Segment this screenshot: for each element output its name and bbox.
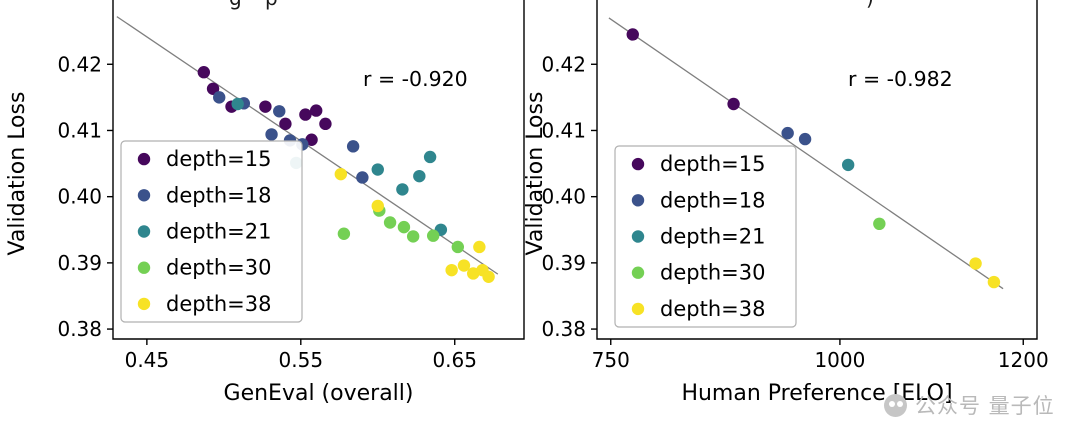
data-point-depth=15 xyxy=(626,28,639,41)
legend-marker-depth=30 xyxy=(137,261,151,274)
data-point-depth=38 xyxy=(969,257,982,270)
data-point-depth=30 xyxy=(337,227,351,240)
y-tick-label: 0.42 xyxy=(57,52,102,76)
legend-label-depth=18: depth=18 xyxy=(166,183,271,207)
legend-box xyxy=(120,140,303,323)
qbitai-logo-icon xyxy=(884,393,907,417)
data-point-depth=15 xyxy=(319,117,332,131)
legend-marker-depth=21 xyxy=(137,225,151,238)
legend-marker-depth=30 xyxy=(631,266,645,279)
legend-marker-depth=38 xyxy=(631,302,645,316)
x-tick-label: 1200 xyxy=(998,348,1049,372)
data-point-depth=18 xyxy=(213,91,226,104)
legend-marker-depth=15 xyxy=(631,157,645,171)
data-point-depth=30 xyxy=(406,230,420,243)
legend-marker-depth=18 xyxy=(137,189,151,202)
x-tick-label: 0.55 xyxy=(279,348,324,372)
data-point-depth=18 xyxy=(356,171,369,184)
legend-label-depth=15: depth=15 xyxy=(660,152,765,176)
data-point-depth=21 xyxy=(841,158,855,172)
data-point-depth=30 xyxy=(397,220,411,234)
data-point-depth=38 xyxy=(457,259,471,272)
data-point-depth=38 xyxy=(371,199,384,213)
y-tick-label: 0.38 xyxy=(57,317,102,341)
data-point-depth=21 xyxy=(423,150,437,164)
y-tick-label: 0.40 xyxy=(541,185,586,209)
scatter-plot-geneval: 0.45 0.55 0.65 0.38 0.39 0.40 0.41 0.42 r = -0.9… xyxy=(5,0,525,406)
y-tick-label: 0.39 xyxy=(57,251,102,275)
data-point-depth=30 xyxy=(873,217,886,231)
data-point-depth=38 xyxy=(445,263,458,277)
y-tick-label: 0.40 xyxy=(57,185,102,209)
legend-label-depth=30: depth=30 xyxy=(660,261,765,285)
y-tick-label: 0.38 xyxy=(541,317,586,341)
data-point-depth=18 xyxy=(346,140,360,153)
legend-label-depth=21: depth=21 xyxy=(660,225,765,249)
data-point-depth=18 xyxy=(265,128,278,141)
data-point-depth=18 xyxy=(781,126,794,140)
x-tick-label: 1000 xyxy=(814,348,865,372)
axes-spines xyxy=(596,0,1038,340)
data-point-depth=15 xyxy=(727,97,740,111)
cropped-title-fragment: g xyxy=(229,0,242,10)
y-tick-label: 0.41 xyxy=(57,118,102,142)
cropped-title-fragment: p xyxy=(265,0,278,10)
legend-label-depth=30: depth=30 xyxy=(166,256,271,280)
legend-marker-depth=38 xyxy=(137,297,151,311)
legend-label-depth=21: depth=21 xyxy=(166,220,271,244)
scatter-plot-elo: 750 1000 1200 0.38 0.39 0.40 0.41 0.42 r = -0.98… xyxy=(523,0,1049,406)
x-tick-label: 0.65 xyxy=(432,348,477,372)
data-point-depth=15 xyxy=(206,82,220,95)
data-point-depth=38 xyxy=(482,270,495,283)
y-tick-label: 0.39 xyxy=(541,251,586,275)
x-tick-label: 0.45 xyxy=(125,348,170,372)
legend-marker-depth=15 xyxy=(137,152,151,166)
data-point-depth=21 xyxy=(231,97,244,111)
legend-label-depth=18: depth=18 xyxy=(660,188,765,212)
axes-spines xyxy=(112,0,525,340)
data-point-depth=15 xyxy=(279,117,292,131)
data-point-depth=15 xyxy=(197,66,211,79)
correlation-annotation: r = -0.920 xyxy=(363,67,468,91)
data-point-depth=18 xyxy=(273,105,286,118)
data-point-depth=38 xyxy=(334,167,348,181)
data-point-depth=21 xyxy=(371,163,384,176)
legend-marker-depth=21 xyxy=(631,230,645,243)
correlation-annotation: r = -0.982 xyxy=(848,67,953,91)
legend-label-depth=38: depth=38 xyxy=(166,292,271,316)
watermark-text: 公众号 量子位 xyxy=(915,394,1055,418)
data-point-depth=38 xyxy=(987,275,1001,289)
data-point-depth=30 xyxy=(383,216,397,229)
x-axis-label: Human Preference [ELO] xyxy=(681,381,952,406)
y-axis-label: Validation Loss xyxy=(523,92,548,256)
data-point-depth=15 xyxy=(259,100,272,113)
data-point-depth=30 xyxy=(426,229,440,242)
plot-elo: 750 1000 1200 0.38 0.39 0.40 0.41 0.42 r = -0.98… xyxy=(520,0,1080,431)
legend-label-depth=38: depth=38 xyxy=(660,297,765,321)
watermark: 公众号 量子位 xyxy=(884,390,1055,420)
x-axis-label: GenEval (overall) xyxy=(224,381,414,406)
y-tick-label: 0.42 xyxy=(541,52,586,76)
y-tick-label: 0.41 xyxy=(541,118,586,142)
y-axis-label: Validation Loss xyxy=(5,92,30,256)
data-point-depth=38 xyxy=(473,240,486,254)
data-point-depth=15 xyxy=(309,104,323,117)
legend-box xyxy=(614,145,797,328)
data-point-depth=21 xyxy=(413,169,426,183)
trendline xyxy=(608,17,1004,290)
plot-geneval: 0.45 0.55 0.65 0.38 0.39 0.40 0.41 0.42 r = -0.9… xyxy=(5,0,525,406)
legend-label-depth=15: depth=15 xyxy=(166,147,271,171)
data-point-depth=18 xyxy=(798,132,812,146)
legend-marker-depth=18 xyxy=(631,194,645,207)
data-point-depth=21 xyxy=(396,183,409,196)
data-point-depth=30 xyxy=(451,240,465,254)
data-point-depth=15 xyxy=(305,133,318,146)
x-tick-label: 750 xyxy=(592,348,630,372)
cropped-title-fragment: ) xyxy=(866,0,874,10)
data-point-depth=15 xyxy=(299,108,312,121)
